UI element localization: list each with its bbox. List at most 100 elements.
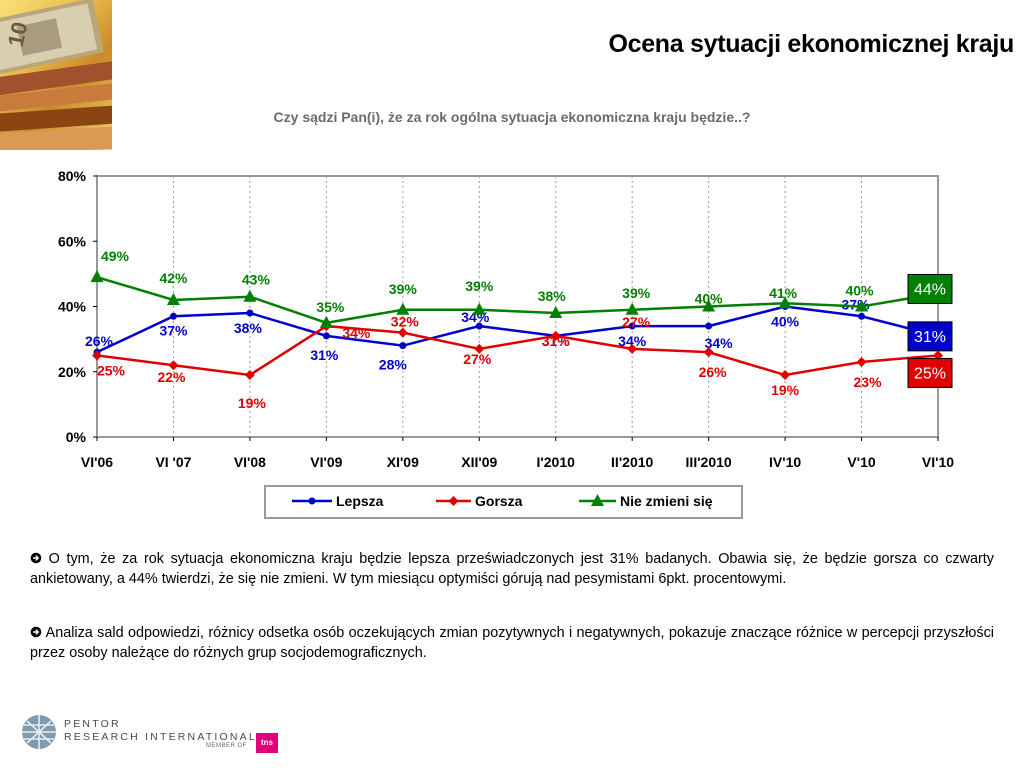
member-of-label: MEMBER OF xyxy=(206,743,247,749)
chart-subtitle: Czy sądzi Pan(i), że za rok ogólna sytua… xyxy=(273,109,751,125)
paragraph-2: Analiza sald odpowiedzi, różnicy odsetka… xyxy=(30,623,994,663)
legend-marker xyxy=(308,497,316,505)
data-label: 49% xyxy=(101,248,130,264)
y-tick-label: 40% xyxy=(58,299,87,315)
y-tick-label: 60% xyxy=(58,233,87,249)
data-label: 39% xyxy=(389,281,418,297)
series-line-0 xyxy=(96,305,939,354)
paragraph-1: O tym, że za rok sytuacja ekonomiczna kr… xyxy=(30,549,994,589)
y-tick-label: 0% xyxy=(66,429,87,445)
series-line-2 xyxy=(96,275,939,325)
data-label: 40% xyxy=(846,283,875,299)
arrow-circle-icon xyxy=(30,625,46,641)
data-point xyxy=(858,312,866,320)
logo-line-1: PENTOR xyxy=(64,718,121,730)
legend xyxy=(264,485,743,519)
data-point xyxy=(628,322,636,330)
logo-line-2: RESEARCH INTERNATIONAL xyxy=(64,731,257,743)
series-line-1 xyxy=(96,324,939,377)
x-tick-label: VI '07 xyxy=(155,454,191,470)
data-point xyxy=(169,312,177,320)
data-point xyxy=(855,299,869,312)
final-value-label: 25% xyxy=(914,365,946,382)
x-tick-label: VI'06 xyxy=(81,454,113,470)
paragraph-1-text: O tym, że za rok sytuacja ekonomiczna kr… xyxy=(30,551,994,587)
line-chart: 0% 20% 40% 60% 80% VI'06 VI '07 VI'08 VI'09 XI'09… xyxy=(58,168,954,519)
data-point xyxy=(625,302,639,315)
data-label: 38% xyxy=(234,320,263,336)
data-label: 40% xyxy=(695,291,724,307)
data-label: 34% xyxy=(342,325,371,341)
legend-marker xyxy=(591,494,604,506)
data-label: 31% xyxy=(542,333,571,349)
data-point xyxy=(549,306,563,319)
legend-label: Lepsza xyxy=(336,493,384,509)
data-label: 19% xyxy=(238,395,267,411)
data-label: 35% xyxy=(316,299,345,315)
x-tick-label: VI'08 xyxy=(234,454,266,470)
x-tick-label: VI'09 xyxy=(310,454,342,470)
data-label: 38% xyxy=(538,288,567,304)
data-label: 40% xyxy=(771,314,800,330)
x-tick-label: III'2010 xyxy=(686,454,732,470)
x-tick-label: I'2010 xyxy=(537,454,576,470)
data-label: 27% xyxy=(622,314,651,330)
data-point xyxy=(856,356,867,367)
tns-logo: tns xyxy=(256,733,278,753)
data-point xyxy=(399,342,407,350)
data-point xyxy=(702,299,716,312)
plot-area xyxy=(96,175,939,438)
paragraph-2-text: Analiza sald odpowiedzi, różnicy odsetka… xyxy=(30,625,994,661)
data-point xyxy=(322,332,330,340)
data-point xyxy=(243,289,257,302)
data-point xyxy=(627,343,638,354)
final-value-label: 44% xyxy=(914,281,946,298)
final-value-label: 31% xyxy=(914,329,946,346)
pentor-logo: PENTOR RESEARCH INTERNATIONAL MEMBER OF … xyxy=(20,713,290,755)
data-point xyxy=(474,343,485,354)
data-point xyxy=(780,370,791,381)
arrow-circle-icon xyxy=(30,551,49,567)
data-label: 28% xyxy=(379,357,408,373)
x-tick-label: IV'10 xyxy=(769,454,801,470)
data-point xyxy=(92,350,102,361)
data-label: 27% xyxy=(463,351,492,367)
data-point xyxy=(778,296,792,309)
data-label: 37% xyxy=(159,322,188,338)
y-tick-label: 20% xyxy=(58,364,87,380)
data-point xyxy=(472,302,486,315)
data-label: 22% xyxy=(157,369,186,385)
data-label: 39% xyxy=(465,278,494,294)
x-tick-label: XII'09 xyxy=(461,454,497,470)
legend-label: Nie zmieni się xyxy=(620,493,713,509)
legend-label: Gorsza xyxy=(475,493,523,509)
data-point xyxy=(397,327,408,338)
data-label: 26% xyxy=(699,364,728,380)
x-tick-label: II'2010 xyxy=(611,454,653,470)
data-label: 26% xyxy=(85,333,114,349)
data-point xyxy=(703,347,714,358)
data-point xyxy=(475,322,483,330)
x-tick-label: XI'09 xyxy=(387,454,419,470)
x-tick-label: V'10 xyxy=(847,454,875,470)
data-label: 39% xyxy=(622,285,651,301)
data-point xyxy=(168,360,179,371)
svg-text:10: 10 xyxy=(3,20,33,49)
data-label: 19% xyxy=(771,382,800,398)
data-point xyxy=(166,292,180,305)
y-tick-label: 80% xyxy=(58,168,87,184)
data-label: 32% xyxy=(391,314,420,330)
data-label: 23% xyxy=(854,374,883,390)
data-label: 25% xyxy=(97,362,126,378)
data-point xyxy=(246,309,254,317)
x-tick-label: VI'10 xyxy=(922,454,954,470)
data-label: 31% xyxy=(310,347,339,363)
legend-marker xyxy=(448,496,459,506)
globe-icon xyxy=(22,715,56,749)
data-label: 34% xyxy=(618,333,647,349)
data-label: 43% xyxy=(242,272,271,288)
final-value-box xyxy=(907,321,953,352)
data-point xyxy=(705,322,713,330)
final-value-box xyxy=(907,357,953,388)
data-point xyxy=(396,302,410,315)
